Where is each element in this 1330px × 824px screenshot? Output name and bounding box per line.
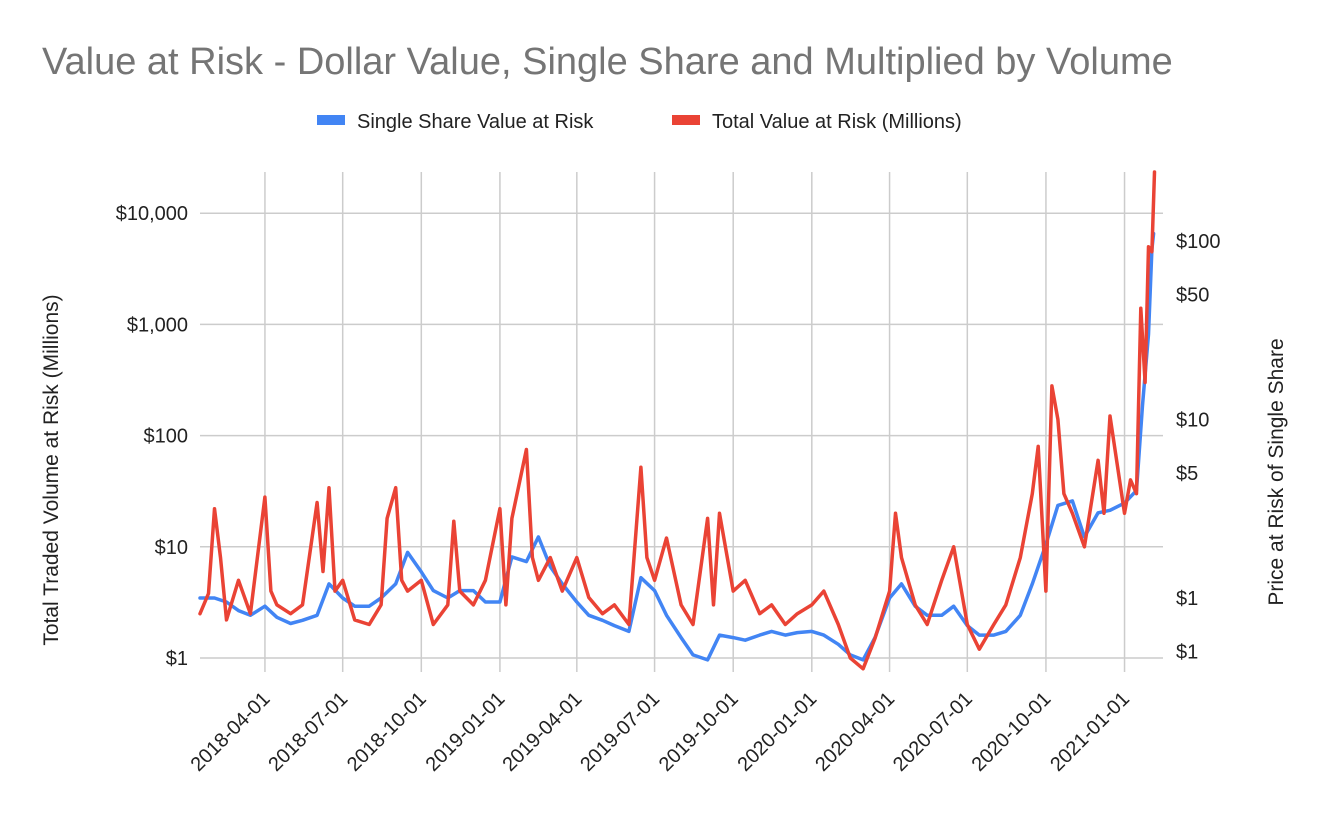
x-tick-label-4: 2019-04-01 (498, 688, 586, 776)
series-line-1 (198, 170, 1157, 671)
x-tick-label-0: 2018-04-01 (187, 688, 275, 776)
x-tick-label-9: 2020-07-01 (889, 688, 977, 776)
x-tick-label-1: 2018-07-01 (264, 688, 352, 776)
x-tick-label-7: 2020-01-01 (733, 688, 821, 776)
x-axis-ticks: 2018-04-012018-07-012018-10-012019-01-01… (187, 688, 1135, 776)
left-tick-label-2: $100 (144, 426, 189, 448)
right-tick-label-5: $100 (1176, 231, 1221, 253)
legend-label-total-value: Total Value at Risk (Millions) (712, 111, 962, 133)
right-axis-ticks: $1 $1 $5 $10 $50 $100 (1176, 231, 1221, 664)
left-tick-label-3: $1,000 (127, 314, 188, 336)
series-line-0 (198, 231, 1156, 662)
x-tick-label-10: 2020-10-01 (968, 688, 1056, 776)
left-axis-ticks: $1 $10 $100 $1,000 $10,000 (116, 203, 188, 670)
x-tick-label-11: 2021-01-01 (1046, 688, 1134, 776)
right-tick-label-1: $1 (1176, 588, 1198, 610)
right-tick-label-3: $10 (1176, 410, 1209, 432)
right-axis-title: Price at Risk of Single Share (1265, 338, 1288, 605)
series-layer (198, 170, 1157, 671)
x-tick-label-6: 2019-10-01 (655, 688, 743, 776)
left-tick-label-0: $1 (166, 648, 188, 670)
legend: Single Share Value at Risk Total Value a… (317, 111, 962, 133)
left-tick-label-1: $10 (155, 537, 188, 559)
chart-title: Value at Risk - Dollar Value, Single Sha… (42, 41, 1173, 83)
right-tick-label-4: $50 (1176, 285, 1209, 307)
left-tick-label-4: $10,000 (116, 203, 188, 225)
x-tick-label-5: 2019-07-01 (576, 688, 664, 776)
left-axis-title: Total Traded Volume at Risk (Millions) (40, 294, 63, 645)
x-tick-label-3: 2019-01-01 (422, 688, 510, 776)
x-tick-label-2: 2018-10-01 (343, 688, 431, 776)
legend-swatch-single-share (317, 115, 345, 125)
legend-swatch-total-value (672, 115, 700, 125)
right-tick-label-2: $5 (1176, 463, 1198, 485)
x-tick-label-8: 2020-04-01 (811, 688, 899, 776)
legend-label-single-share: Single Share Value at Risk (357, 111, 594, 133)
grid-layer (200, 172, 1163, 672)
right-tick-label-0: $1 (1176, 642, 1198, 664)
